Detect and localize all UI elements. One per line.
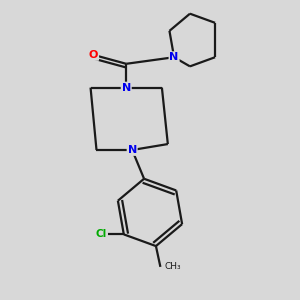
Text: N: N [169,52,179,62]
Text: N: N [122,82,131,93]
Text: O: O [89,50,98,60]
Text: N: N [128,145,137,155]
Text: CH₃: CH₃ [165,262,181,272]
Text: Cl: Cl [96,230,107,239]
